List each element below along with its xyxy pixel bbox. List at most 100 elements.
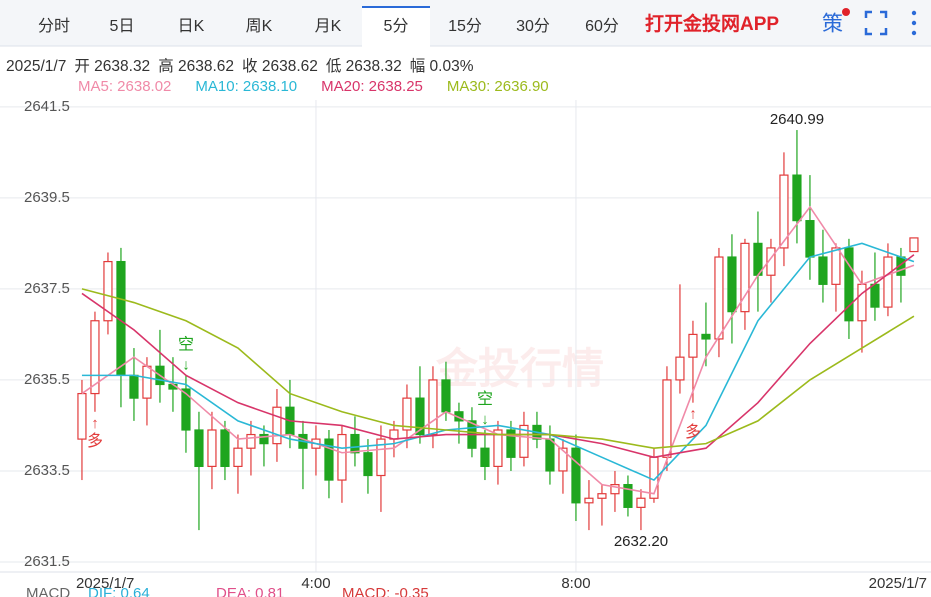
candle-body (857, 283, 867, 322)
candle-body (714, 256, 724, 340)
candle-body (831, 247, 841, 285)
candle-body (688, 333, 698, 358)
y-tick-label: 2641.5 (24, 98, 70, 115)
info-item: 低 2638.32 (326, 57, 402, 75)
legend-entry: MA5: 2638.02 (78, 78, 171, 95)
x-tick-label: 4:00 (301, 575, 330, 592)
candle-body (519, 424, 529, 458)
candle-body (363, 452, 373, 477)
candle-body (584, 497, 594, 504)
candle-body (376, 438, 386, 477)
candle-body (480, 447, 490, 468)
x-tick-label: 2025/1/7 (869, 575, 927, 592)
legend: MA5: 2638.02 MA10: 2638.10 MA20: 2638.25 MA… (78, 78, 549, 95)
ma-line (81, 288, 915, 450)
candle-body (766, 247, 776, 276)
strategy-button[interactable]: 策 (822, 13, 843, 36)
candle-body (623, 484, 633, 508)
y-tick-label: 2639.5 (24, 189, 70, 206)
candle-body (259, 433, 269, 445)
info-item: 幅 0.03% (410, 57, 474, 75)
candle-body (103, 260, 113, 322)
tab[interactable]: 5分 (384, 17, 409, 35)
candle-body (402, 397, 412, 431)
candle-body (675, 356, 685, 381)
tab[interactable]: 月K (315, 18, 342, 35)
candle-body (662, 379, 672, 458)
app-link[interactable]: 打开金投网APP (645, 12, 779, 35)
x-tick-label: 8:00 (561, 575, 590, 592)
tab[interactable]: 周K (246, 18, 273, 35)
tab-active-bg (362, 7, 430, 47)
candle-body (610, 484, 620, 495)
signal-label: 空 (178, 336, 194, 354)
info-item: 收 2638.62 (242, 57, 318, 75)
candle-body (506, 429, 516, 458)
candle-body (558, 447, 568, 472)
macd-item: MACD (26, 585, 70, 597)
tab[interactable]: 15分 (448, 17, 482, 35)
candle-body (207, 429, 217, 468)
candle-body (233, 447, 243, 468)
candle-body (740, 242, 750, 313)
candle-body (493, 429, 503, 468)
candle-body (909, 237, 919, 253)
candle-body (324, 438, 334, 481)
plot: 金投行情 2641.5 2639.5 2637.5 2635.5 2633.5 2631.5… (0, 98, 931, 592)
ma-line (81, 242, 915, 482)
candle-body (220, 429, 230, 468)
legend-entry: MA10: 2638.10 (195, 78, 297, 95)
candle-body (636, 497, 646, 508)
y-tick-label: 2633.5 (24, 462, 70, 479)
fullscreen-button[interactable] (864, 10, 888, 36)
macd-line: MACD DIF: 0.64 DEA: 0.81 MACD: -0.35 (26, 585, 429, 597)
candle-body (77, 392, 87, 440)
watermark: 金投行情 (435, 345, 604, 392)
candle-body (870, 283, 880, 308)
candle-body (337, 433, 347, 481)
candle-body (571, 447, 581, 504)
info-item: 开 2638.32 (74, 58, 150, 75)
tabs: 分时 5日 日K 周K 月K 5分 15分 30分 60分 (38, 6, 619, 47)
y-tick-label: 2631.5 (24, 553, 70, 570)
tab[interactable]: 60分 (585, 17, 619, 35)
tab[interactable]: 分时 (38, 17, 70, 35)
more-button[interactable] (911, 10, 917, 36)
candle-body (727, 256, 737, 313)
extreme-label: 2632.20 (614, 533, 668, 550)
candle-body (428, 379, 438, 436)
info-item: 高 2638.62 (158, 57, 234, 75)
candle-body (545, 438, 555, 472)
extreme-label: 2640.99 (770, 111, 824, 128)
tab[interactable]: 日K (178, 18, 205, 35)
signal-arrow: ↓ (481, 411, 489, 428)
candle-body (818, 256, 828, 285)
candle-body (441, 379, 451, 413)
candle-body (272, 406, 282, 445)
y-tick-label: 2637.5 (24, 280, 70, 297)
candle-body (844, 247, 854, 322)
signal-label: 空 (477, 390, 493, 408)
candle-body (805, 220, 815, 258)
candle-body (792, 174, 802, 222)
tab[interactable]: 5日 (110, 18, 135, 35)
y-tick-label: 2635.5 (24, 371, 70, 388)
candle-body (883, 256, 893, 308)
candle-body (181, 388, 191, 431)
candle-body (194, 429, 204, 468)
macd-item: MACD: -0.35 (342, 585, 429, 597)
macd-item: DIF: 0.64 (88, 585, 150, 597)
tab-bar (0, 0, 931, 46)
signal-arrow: ↓ (182, 356, 190, 373)
macd-item: DEA: 0.81 (216, 585, 284, 597)
tab[interactable]: 30分 (516, 17, 550, 35)
signal-arrow: ↑ (91, 415, 99, 432)
candle-body (597, 493, 607, 499)
candle-body (90, 320, 100, 395)
candle-body (129, 374, 139, 399)
candle-body (779, 174, 789, 249)
signal-label: 多 (685, 423, 701, 441)
candle-body (246, 433, 256, 449)
